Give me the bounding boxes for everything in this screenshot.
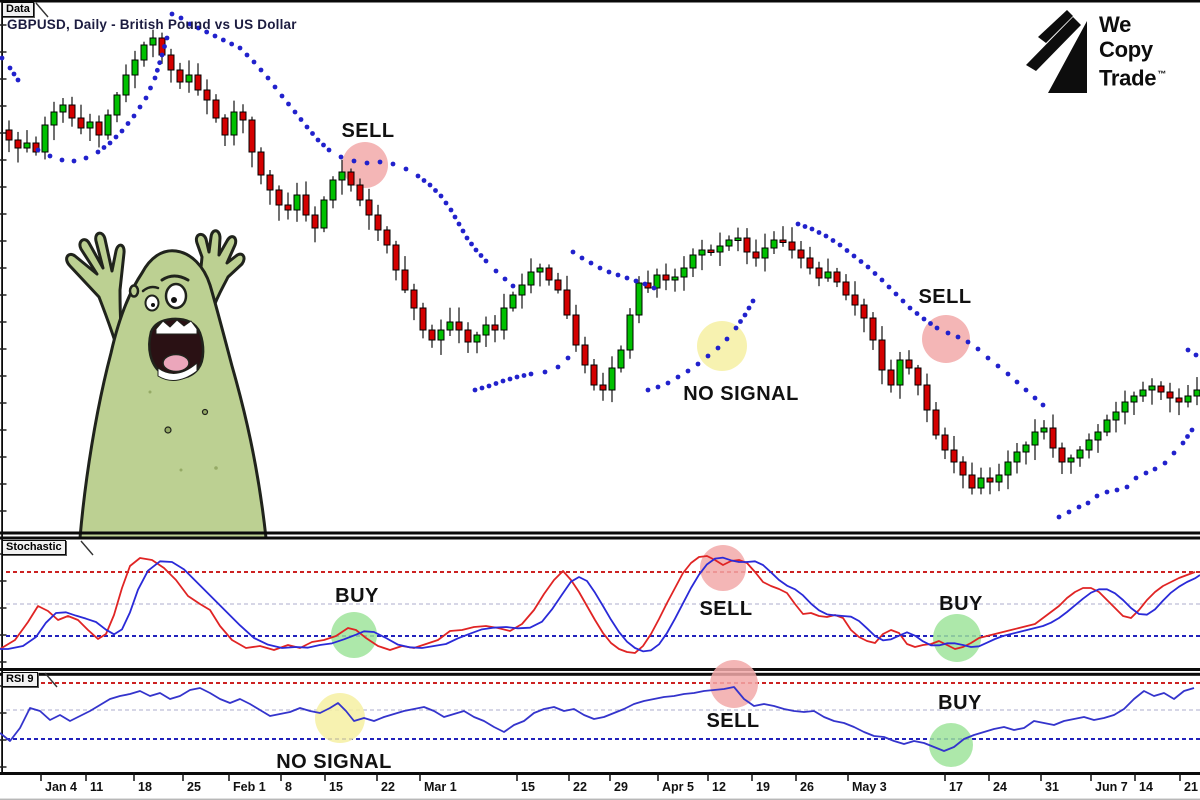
- date-axis: Jan 4 11 18 25 Feb 1 8 15 22 Mar 1 15 22 29 Apr 5 12 1…: [40, 772, 1198, 794]
- signal-label-sell: SELL: [918, 286, 971, 308]
- signal-circle-sell: [922, 315, 970, 363]
- logo-word-we: We: [1099, 12, 1132, 37]
- stochastic-d-line: [0, 556, 1200, 653]
- signal-label-buy: BUY: [939, 593, 983, 615]
- signal-circle-none: [315, 693, 365, 743]
- axis-date-label: 14: [1139, 780, 1153, 794]
- axis-date-label: Feb 1: [233, 780, 266, 794]
- monster-tongue: [162, 353, 190, 373]
- parabolic-sar-dots: [0, 11, 1199, 520]
- signal-label-sell: SELL: [699, 598, 752, 620]
- monster-freckle: [179, 468, 183, 472]
- signal-label-buy: BUY: [938, 692, 982, 714]
- monster-body: [78, 249, 268, 540]
- monster-upper-teeth: [155, 319, 198, 335]
- axis-date-label: 26: [800, 780, 814, 794]
- axis-date-label: 18: [138, 780, 152, 794]
- monster-left-brow: [141, 285, 160, 293]
- chart-title: GBPUSD, Daily - British Pound vs US Doll…: [7, 17, 297, 32]
- axis-date-label: Jun 7: [1095, 780, 1128, 794]
- axis-date-label: Apr 5: [662, 780, 694, 794]
- monster-ear: [128, 284, 140, 298]
- signal-circle-sell: [700, 545, 746, 591]
- signal-circle-buy: [929, 723, 973, 767]
- monster-right-brow: [160, 274, 190, 282]
- trademark-symbol: ™: [1157, 69, 1166, 79]
- monster-freckle: [148, 390, 152, 394]
- monster-mole: [201, 408, 209, 416]
- wecopytrade-logo-text: We Copy Trade™: [1099, 12, 1166, 90]
- monster-left-eye: [144, 294, 160, 312]
- axis-date-label: 17: [949, 780, 963, 794]
- monster-left-pupil: [151, 303, 155, 307]
- axis-date-label: Jan 4: [45, 780, 77, 794]
- monster-right-pupil: [171, 297, 177, 303]
- monster-lower-teeth: [157, 362, 198, 381]
- logo-word-trade: Trade™: [1099, 65, 1166, 91]
- candlestick-series: [5, 29, 1200, 495]
- axis-date-label: 21: [1184, 780, 1198, 794]
- axis-date-label: 11: [90, 780, 103, 794]
- monster-mole: [164, 426, 172, 434]
- axis-date-label: 19: [756, 780, 770, 794]
- rsi-line: [0, 686, 1195, 752]
- stochastic-panel-tab: Stochastic: [2, 540, 66, 555]
- axis-date-label: May 3: [852, 780, 887, 794]
- monster-freckle: [214, 466, 218, 470]
- axis-date-label: 31: [1045, 780, 1059, 794]
- wecopytrade-logo: We Copy Trade™: [1024, 6, 1166, 96]
- signal-labels: SELL NO SIGNAL SELL BUY SELL BUY NO SIGNAL SELL…: [276, 120, 983, 773]
- axis-date-label: 22: [381, 780, 395, 794]
- stochastic-lines: [0, 555, 1200, 654]
- axis-date-label: Mar 1: [424, 780, 457, 794]
- axis-date-label: 8: [285, 780, 292, 794]
- logo-word-copy: Copy: [1099, 37, 1153, 62]
- axis-date-label: 29: [614, 780, 628, 794]
- signal-label-none: NO SIGNAL: [276, 751, 392, 773]
- signal-label-sell: SELL: [341, 120, 394, 142]
- axis-date-label: 22: [573, 780, 587, 794]
- axis-date-label: 15: [521, 780, 535, 794]
- signal-label-buy: BUY: [335, 585, 379, 607]
- rsi-panel-tab: RSI 9: [2, 672, 38, 687]
- data-window-tab: Data: [2, 2, 34, 17]
- monster-right-eye: [164, 282, 188, 310]
- axis-date-label: 15: [329, 780, 343, 794]
- wecopytrade-logo-icon: [1026, 10, 1087, 93]
- signal-label-none: NO SIGNAL: [683, 383, 799, 405]
- signal-circle-sell: [710, 660, 758, 708]
- axis-date-label: 24: [993, 780, 1007, 794]
- signal-circles: [315, 142, 981, 767]
- rsi-line-group: [0, 686, 1195, 752]
- stochastic-k-line: [0, 555, 1196, 654]
- axis-date-label: 12: [712, 780, 726, 794]
- axis-date-label: 25: [187, 780, 201, 794]
- monster-left-arm: [65, 231, 126, 366]
- tab-connectors: [35, 2, 94, 688]
- indicator-levels: [6, 571, 1200, 740]
- signal-circle-none: [697, 321, 747, 371]
- signal-label-sell: SELL: [706, 710, 759, 732]
- signal-circle-buy: [933, 614, 981, 662]
- panel-separators: [0, 531, 1200, 800]
